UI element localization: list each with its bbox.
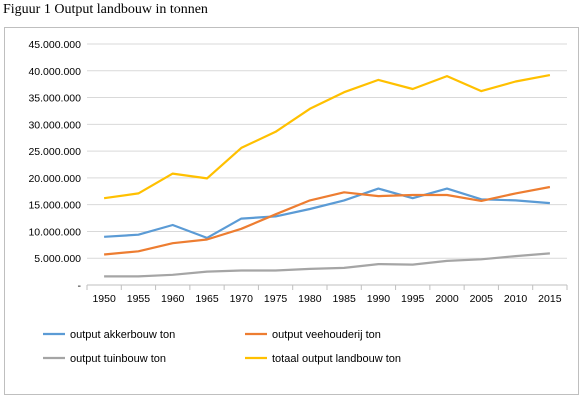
line-chart: - 5.000.000 10.000.000 15.000.000 20.000.000… (28, 39, 568, 365)
chart-frame: - 5.000.000 10.000.000 15.000.000 20.000.000… (4, 27, 579, 395)
y-tick-label: 35.000.000 (28, 93, 81, 105)
y-tick-label: 20.000.000 (28, 173, 81, 185)
y-tick-label: 25.000.000 (28, 146, 81, 158)
x-tick-label: 2010 (504, 293, 528, 305)
legend-label: output veehouderij ton (272, 329, 381, 341)
y-tick-label: 15.000.000 (28, 200, 81, 212)
x-tick-label: 2000 (435, 293, 459, 305)
y-tick-label: 5.000.000 (34, 253, 81, 265)
series-line-3 (103, 74, 551, 200)
x-tick-label: 1975 (264, 293, 288, 305)
figure-title: Figuur 1 Output landbouw in tonnen (3, 2, 208, 17)
series-line-1 (103, 185, 551, 256)
x-tick-label: 1980 (298, 293, 322, 305)
x-tick-label: 1990 (367, 293, 391, 305)
y-tick-label: 40.000.000 (28, 66, 81, 78)
series-line-0 (104, 187, 550, 239)
x-tick-label: 1960 (161, 293, 185, 305)
legend-label: output akkerbouw ton (70, 329, 175, 341)
x-tick-label: 1970 (230, 293, 254, 305)
x-tick-label: 1995 (401, 293, 425, 305)
y-tick-label: - (78, 280, 82, 292)
x-tick-label: 2015 (538, 293, 562, 305)
x-tick-label: 1955 (127, 293, 151, 305)
x-tick-label: 1985 (332, 293, 356, 305)
x-tick-label: 1950 (92, 293, 116, 305)
legend-label: totaal output landbouw ton (272, 353, 401, 365)
x-tick-label: 2005 (470, 293, 494, 305)
y-tick-label: 10.000.000 (28, 226, 81, 238)
y-tick-label: 30.000.000 (28, 119, 81, 131)
legend-label: output tuinbouw ton (70, 353, 166, 365)
series-line-2 (104, 252, 550, 278)
y-tick-label: 45.000.000 (28, 39, 81, 51)
x-tick-label: 1965 (195, 293, 219, 305)
